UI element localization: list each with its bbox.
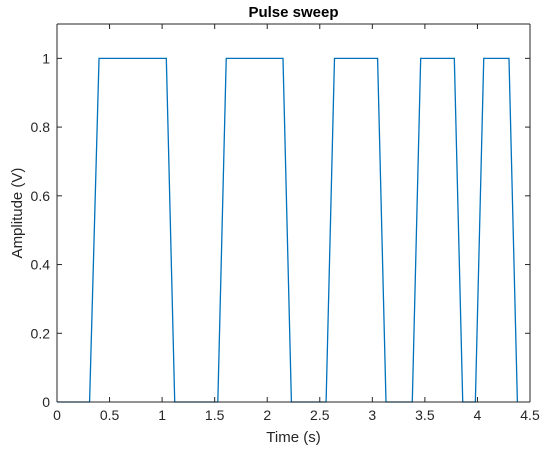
- x-tick-label: 3: [368, 407, 376, 423]
- x-tick-label: 3.5: [415, 407, 435, 423]
- x-tick-label: 4: [474, 407, 482, 423]
- x-tick-label: 2: [263, 407, 271, 423]
- x-tick-label: 2.5: [310, 407, 330, 423]
- y-axis-label: Amplitude (V): [9, 168, 26, 259]
- y-tick-label: 1: [42, 50, 50, 66]
- plot-area: [57, 24, 530, 402]
- x-tick-label: 1: [158, 407, 166, 423]
- y-tick-label: 0.2: [31, 325, 51, 341]
- axes-layer: 0 0.5 1 1.5 2 2.5 3 3.5 4 4.5 0 0.2 0.4 0.6 0.8 1: [31, 23, 540, 423]
- x-tick-label: 0.5: [100, 407, 120, 423]
- chart-title: Pulse sweep: [248, 4, 338, 21]
- x-tick-label: 4.5: [520, 407, 540, 423]
- y-tick-label: 0.8: [31, 119, 51, 135]
- y-tick-label: 0: [42, 394, 50, 410]
- x-tick-label: 0: [53, 407, 61, 423]
- y-tick-label: 0.6: [31, 188, 51, 204]
- y-tick-label: 0.4: [31, 257, 51, 273]
- x-axis-label: Time (s): [266, 429, 320, 446]
- x-tick-label: 1.5: [205, 407, 225, 423]
